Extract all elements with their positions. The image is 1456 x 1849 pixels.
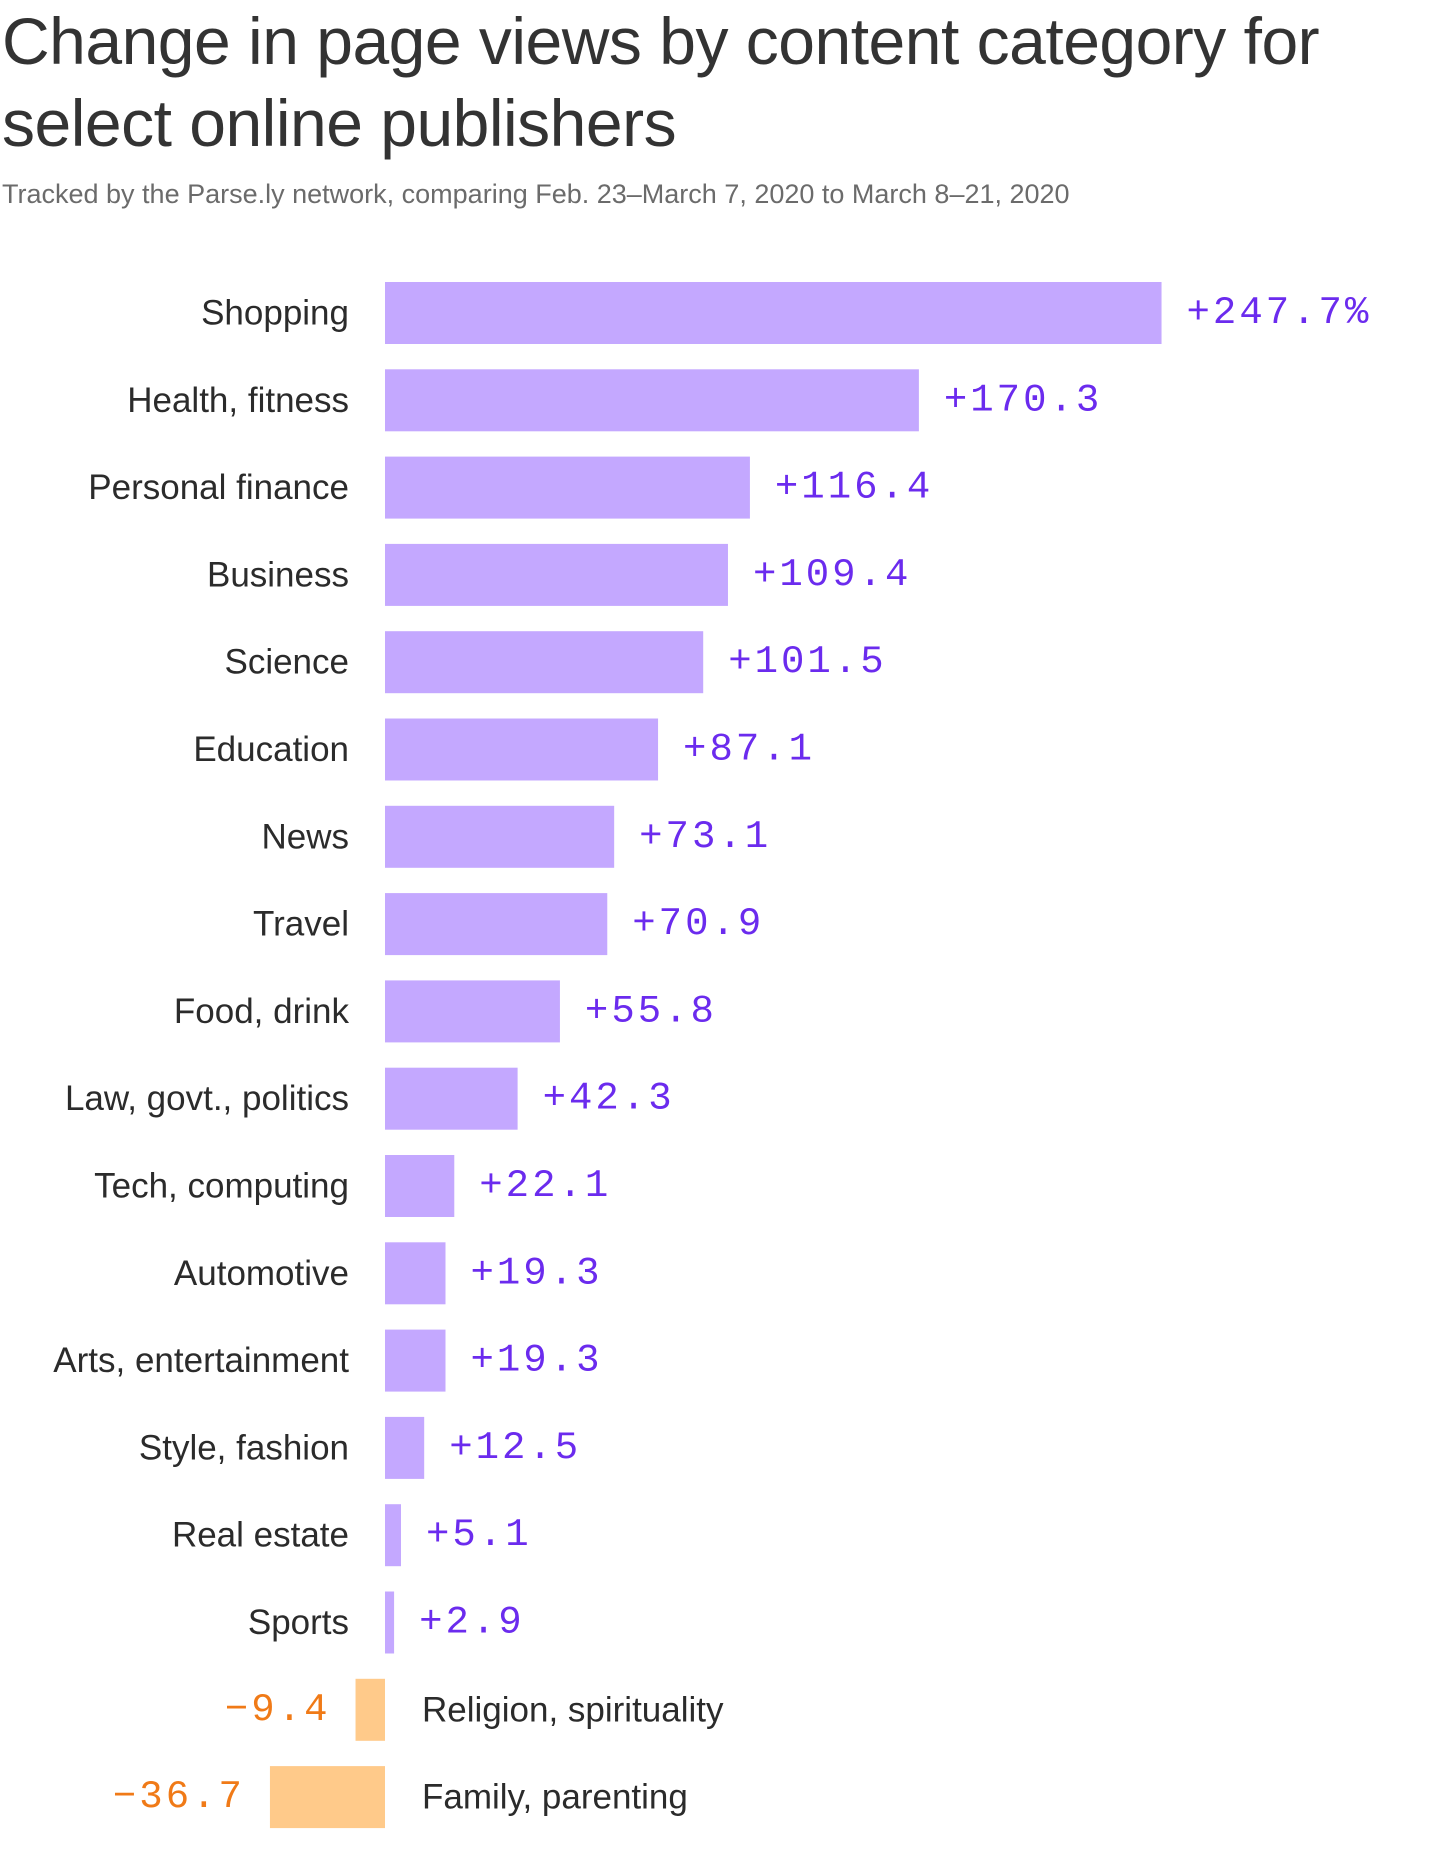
category-label: Family, parenting xyxy=(422,1778,688,1817)
value-label: +19.3 xyxy=(471,1339,603,1383)
category-label: News xyxy=(261,817,349,856)
bar xyxy=(385,1155,455,1217)
bar xyxy=(385,1329,446,1392)
bar-row: Health, fitness +170.3 xyxy=(127,369,1102,432)
bar xyxy=(385,1504,401,1567)
bar-row: Religion, spirituality −9.4 xyxy=(225,1678,724,1741)
bar xyxy=(385,369,919,432)
bar xyxy=(385,718,659,781)
bar-row: Business +109.4 xyxy=(207,543,911,606)
bar-row: Automotive +19.3 xyxy=(174,1242,603,1305)
value-label: +42.3 xyxy=(543,1077,675,1121)
bar xyxy=(385,456,750,519)
category-label: Travel xyxy=(253,905,349,944)
bar-row: Law, govt., politics +42.3 xyxy=(65,1067,675,1130)
bar xyxy=(385,282,1162,344)
category-label: Religion, spirituality xyxy=(422,1690,724,1729)
bar xyxy=(385,980,560,1043)
category-label: Health, fitness xyxy=(127,381,349,420)
bar xyxy=(385,543,728,606)
value-label: +19.3 xyxy=(471,1251,603,1295)
bar xyxy=(385,1416,425,1479)
bar xyxy=(385,1067,518,1130)
category-label: Automotive xyxy=(174,1254,349,1293)
bar-row: Food, drink +55.8 xyxy=(174,980,717,1043)
bar-row: Arts, entertainment +19.3 xyxy=(53,1329,603,1392)
bar-row: Science +101.5 xyxy=(224,631,886,694)
category-label: Arts, entertainment xyxy=(53,1341,349,1380)
category-label: Personal finance xyxy=(88,468,349,507)
bars-layer: Shopping +247.7%Health, fitness +170.3Pers… xyxy=(53,282,1372,1829)
bar xyxy=(355,1678,385,1741)
bar xyxy=(385,893,608,956)
value-label: +12.5 xyxy=(449,1426,581,1470)
value-label: +247.7% xyxy=(1187,291,1372,335)
chart-title: Change in page views by content category… xyxy=(2,4,1320,160)
value-label: −9.4 xyxy=(225,1688,331,1732)
bar xyxy=(385,1591,395,1654)
value-label: +116.4 xyxy=(775,466,933,510)
category-label: Science xyxy=(224,643,349,682)
bar-row: Education +87.1 xyxy=(193,718,815,781)
category-label: Real estate xyxy=(172,1516,349,1555)
value-label: +170.3 xyxy=(944,378,1102,422)
category-label: Law, govt., politics xyxy=(65,1079,349,1118)
value-label: +5.1 xyxy=(426,1513,532,1557)
value-label: +73.1 xyxy=(639,815,771,859)
category-label: Food, drink xyxy=(174,992,350,1031)
bar xyxy=(385,805,615,868)
bar-row: Real estate +5.1 xyxy=(172,1504,532,1567)
bar-row: News +73.1 xyxy=(261,805,771,868)
bar-row: Sports +2.9 xyxy=(248,1591,525,1654)
value-label: +22.1 xyxy=(479,1164,611,1208)
category-label: Sports xyxy=(248,1603,349,1642)
value-label: +55.8 xyxy=(585,989,717,1033)
value-label: +2.9 xyxy=(419,1601,525,1645)
bar xyxy=(385,1242,446,1305)
chart-subtitle: Tracked by the Parse.ly network, compari… xyxy=(2,179,1070,209)
bar xyxy=(269,1766,385,1829)
bar-row: Personal finance +116.4 xyxy=(88,456,933,519)
category-label: Education xyxy=(193,730,349,769)
value-label: +70.9 xyxy=(632,902,764,946)
bar xyxy=(385,631,704,694)
category-label: Business xyxy=(207,555,349,594)
bar-row: Tech, computing +22.1 xyxy=(94,1155,611,1217)
bar-row: Travel +70.9 xyxy=(253,893,764,956)
category-label: Style, fashion xyxy=(139,1428,349,1467)
bar-row: Family, parenting −36.7 xyxy=(113,1766,688,1829)
category-label: Shopping xyxy=(201,294,349,333)
category-label: Tech, computing xyxy=(94,1167,349,1206)
bar-row: Shopping +247.7% xyxy=(201,282,1372,344)
value-label: +109.4 xyxy=(753,553,911,597)
bar-row: Style, fashion +12.5 xyxy=(139,1416,581,1479)
value-label: +101.5 xyxy=(728,640,886,684)
value-label: +87.1 xyxy=(683,728,815,772)
value-label: −36.7 xyxy=(113,1775,245,1819)
